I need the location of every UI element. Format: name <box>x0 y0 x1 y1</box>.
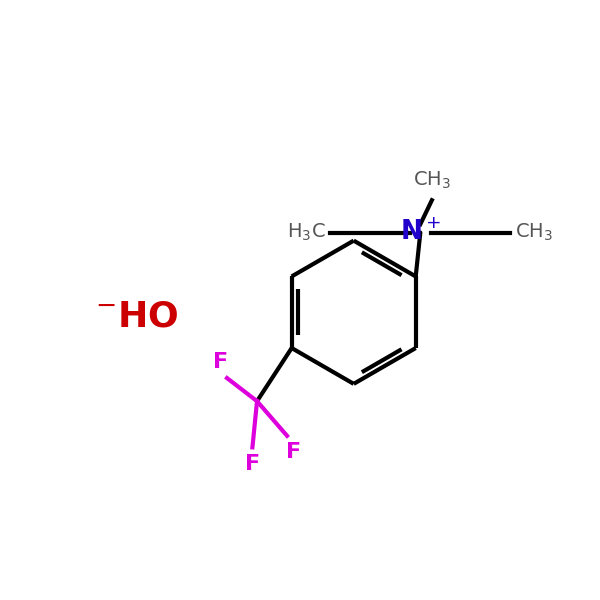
Text: F: F <box>212 352 227 372</box>
Text: F: F <box>286 442 302 462</box>
Text: CH$_3$: CH$_3$ <box>413 170 451 191</box>
Text: CH$_3$: CH$_3$ <box>515 222 553 243</box>
Text: N$^+$: N$^+$ <box>400 220 441 246</box>
Text: H$_3$C: H$_3$C <box>287 222 326 243</box>
Text: F: F <box>245 454 260 475</box>
Text: $^{-}$HO: $^{-}$HO <box>95 300 179 334</box>
